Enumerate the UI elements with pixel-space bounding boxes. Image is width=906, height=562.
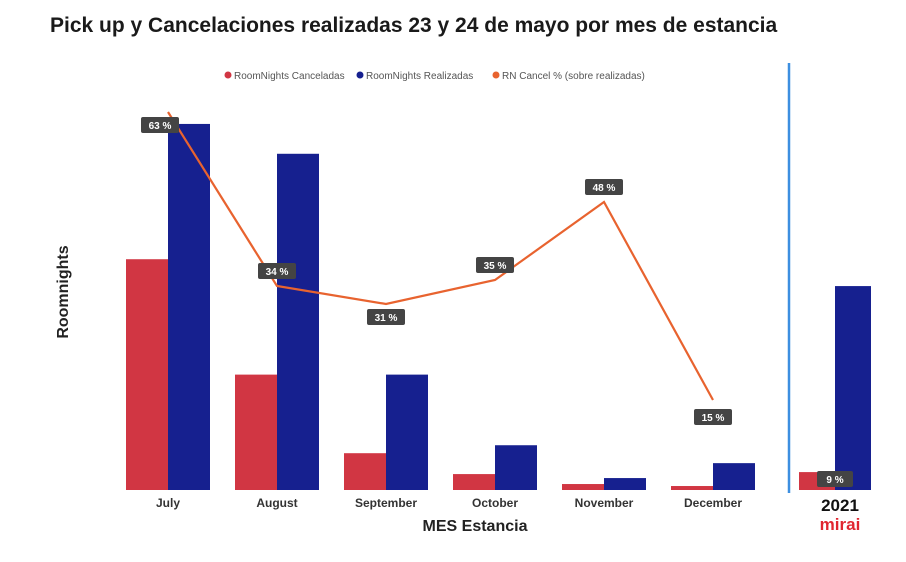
bar-canceladas-november — [562, 484, 604, 490]
pct-badge-4 — [585, 179, 623, 195]
bar-canceladas-october — [453, 474, 495, 490]
bar-canceladas-september — [344, 453, 386, 490]
x-axis-ticks: July August September October November Decemb… — [156, 496, 742, 510]
pct-badge-2021 — [817, 471, 853, 487]
summary-panel: 9 % 2021 — [799, 286, 871, 515]
legend-label-1: RoomNights Realizadas — [366, 71, 473, 82]
pct-label-2: 31 % — [375, 313, 398, 324]
bar-canceladas-december — [671, 486, 713, 490]
bar-realizadas-december — [713, 463, 755, 490]
bar-realizadas-november — [604, 478, 646, 490]
pct-badge-3 — [476, 257, 514, 273]
bar-canceladas-august — [235, 374, 277, 490]
x-tick-august: August — [256, 496, 297, 510]
pct-line-series — [167, 111, 714, 401]
x-tick-september: September — [355, 496, 417, 510]
pct-label-3: 35 % — [484, 261, 507, 272]
pct-label-4: 48 % — [593, 183, 616, 194]
pct-line — [167, 111, 714, 401]
legend-label-2: RN Cancel % (sobre realizadas) — [502, 71, 645, 82]
pct-labels: 63 % 34 % 31 % 35 % 48 % 15 % — [141, 117, 732, 425]
y-axis-title: Roomnights — [55, 245, 72, 338]
x-tick-october: October — [472, 496, 518, 510]
x-axis-title: MES Estancia — [423, 518, 528, 535]
pct-label-5: 15 % — [702, 413, 725, 424]
legend-marker-0 — [224, 71, 232, 79]
bar-realizadas-july — [168, 123, 210, 491]
x-tick-july: July — [156, 496, 180, 510]
x-tick-december: December — [684, 496, 742, 510]
pct-badge-2 — [367, 309, 405, 325]
summary-year-label: 2021 — [821, 496, 859, 515]
main-bars — [126, 123, 755, 491]
bar-realizadas-august — [277, 153, 319, 491]
pct-label-0: 63 % — [149, 121, 172, 132]
pct-badge-1 — [258, 263, 296, 279]
pct-label-1: 34 % — [266, 267, 289, 278]
mirai-logo: mirai — [820, 515, 861, 534]
bar-realizadas-september — [386, 374, 428, 490]
legend-marker-2 — [492, 71, 500, 79]
legend-label-0: RoomNights Canceladas — [234, 71, 345, 82]
pct-badge-0 — [141, 117, 179, 133]
bar-realizadas-october — [495, 445, 537, 490]
x-tick-november: November — [575, 496, 634, 510]
legend-marker-1 — [356, 71, 364, 79]
pct-label-2021: 9 % — [826, 475, 843, 486]
legend: RoomNights Canceladas RoomNights Realizad… — [224, 71, 645, 82]
pct-badge-5 — [694, 409, 732, 425]
bar-2021-realizadas — [835, 286, 871, 490]
bar-canceladas-july — [126, 259, 168, 490]
chart-title: Pick up y Cancelaciones realizadas 23 y … — [50, 14, 778, 37]
